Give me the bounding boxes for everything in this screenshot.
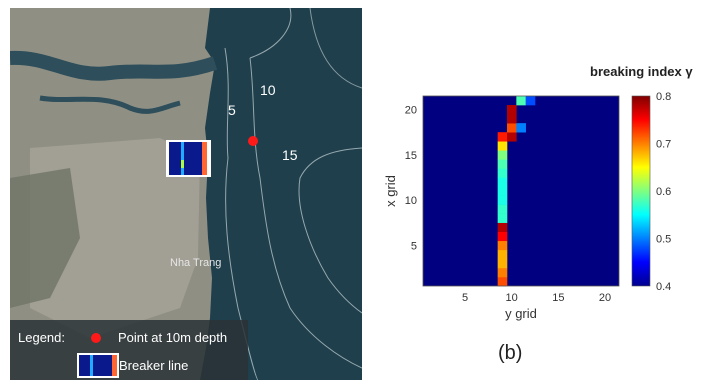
heatmap-cell xyxy=(497,195,508,205)
y-tick-label: 15 xyxy=(405,150,417,162)
breaker-line-thumbnail xyxy=(166,140,211,177)
heatmap-cell xyxy=(497,267,508,278)
y-axis-label: x grid xyxy=(383,175,398,207)
heatmap-cell xyxy=(497,222,508,233)
colorbar-tick-label: 0.6 xyxy=(656,186,671,198)
legend-title: Legend: xyxy=(18,330,65,345)
heatmap-cell xyxy=(497,240,508,251)
heatmap-cell xyxy=(497,150,508,160)
plot-frame xyxy=(422,95,620,287)
heatmap-cell xyxy=(497,213,508,223)
y-tick-label: 5 xyxy=(411,240,417,252)
colorbar-tick-label: 0.5 xyxy=(656,234,671,246)
x-tick-label: 15 xyxy=(552,292,564,304)
x-ticks: 5 10 15 20 xyxy=(462,292,611,304)
legend-point-marker xyxy=(91,333,101,343)
x-tick-label: 5 xyxy=(462,292,468,304)
heatmap-cell xyxy=(497,276,508,287)
map-legend: Legend: Point at 10m depth Breaker line xyxy=(10,320,248,380)
heatmap-cell xyxy=(497,141,508,151)
colorbar-title: breaking index γ xyxy=(590,64,693,79)
legend-breaker-swatch xyxy=(77,353,119,378)
depth-label-10: 10 xyxy=(260,82,276,98)
heatmap-cell xyxy=(525,96,536,106)
panel-b-caption: (b) xyxy=(498,342,523,364)
x-axis-label: y grid xyxy=(505,306,537,321)
land-dark-texture xyxy=(10,168,80,308)
heatmap-cell xyxy=(507,123,517,133)
point-10m-depth xyxy=(248,136,258,146)
colorbar-tick-label: 0.8 xyxy=(656,91,671,103)
depth-contour-5 xyxy=(224,47,259,380)
colorbar-ticks: 0.4 0.5 0.6 0.7 0.8 xyxy=(656,91,671,293)
heatmap-cell xyxy=(497,231,508,242)
heatmap-cell xyxy=(507,105,517,115)
heatmap-cell xyxy=(507,132,517,142)
depth-label-15: 15 xyxy=(282,147,298,163)
depth-contour-15 xyxy=(298,147,362,314)
legend-point-label: Point at 10m depth xyxy=(118,330,227,345)
depth-contour-10 xyxy=(249,8,362,369)
heatmap-cell xyxy=(516,96,526,106)
heatmap-cell xyxy=(497,159,508,169)
legend-line-label: Breaker line xyxy=(119,358,188,373)
y-tick-label: 10 xyxy=(405,195,417,207)
colorbar-tick-label: 0.7 xyxy=(656,139,671,151)
heatmap-cell xyxy=(497,204,508,214)
x-tick-label: 10 xyxy=(506,292,518,304)
heatmap-cell xyxy=(516,123,526,133)
heatmap-cell xyxy=(497,132,508,142)
y-tick-label: 20 xyxy=(405,105,417,117)
x-tick-label: 20 xyxy=(599,292,611,304)
coastal-map: 5 10 15 Nha Trang Legend: Point at 10m d… xyxy=(10,8,362,380)
colorbar xyxy=(631,95,651,287)
heatmap-cell xyxy=(497,186,508,196)
colorbar-tick-label: 0.4 xyxy=(656,281,671,293)
river-branch xyxy=(39,95,181,114)
heatmap-cell xyxy=(507,114,517,124)
depth-label-5: 5 xyxy=(228,102,236,118)
depth-contour-offshore xyxy=(309,8,362,89)
heatmap-cell xyxy=(497,258,508,269)
y-ticks: 5 10 15 20 xyxy=(405,105,417,253)
place-label: Nha Trang xyxy=(170,257,221,269)
heatmap-cell xyxy=(497,177,508,187)
heatmap-cells xyxy=(423,96,619,287)
river xyxy=(10,50,218,81)
heatmap-cell xyxy=(497,168,508,178)
heatmap-cell xyxy=(497,249,508,260)
